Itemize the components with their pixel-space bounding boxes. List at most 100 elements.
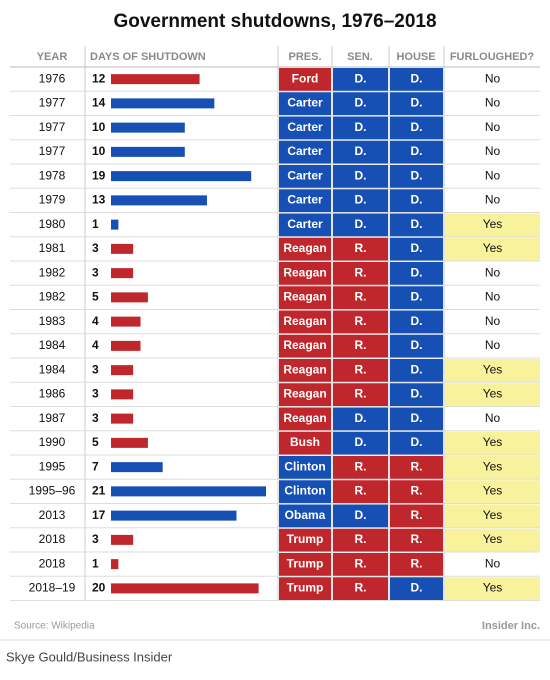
house-cell xyxy=(390,528,443,552)
pres-cell xyxy=(279,68,331,92)
year: 1984 xyxy=(39,338,66,352)
bar xyxy=(111,219,119,230)
furloughed: Yes xyxy=(483,459,503,473)
house: D. xyxy=(411,168,423,182)
year: 2013 xyxy=(39,508,66,522)
pres-cell xyxy=(279,456,331,480)
furloughed-cell xyxy=(445,189,540,213)
sen-cell xyxy=(333,140,388,164)
furloughed-cell xyxy=(445,310,540,334)
days: 1 xyxy=(92,556,99,570)
bar xyxy=(111,534,134,545)
sen: R. xyxy=(355,338,367,352)
house: D. xyxy=(411,581,423,595)
sen: D. xyxy=(355,96,367,110)
year: 2018–19 xyxy=(29,581,76,595)
title: Government shutdowns, 1976–2018 xyxy=(113,11,436,32)
pres-cell xyxy=(279,577,331,601)
sen: R. xyxy=(355,581,367,595)
furloughed-cell xyxy=(445,577,540,601)
days: 5 xyxy=(92,435,99,449)
brand: Insider Inc. xyxy=(482,620,540,632)
house: D. xyxy=(411,265,423,279)
furloughed-cell xyxy=(445,68,540,92)
sen-cell xyxy=(333,359,388,383)
pres-cell xyxy=(279,504,331,528)
furloughed: Yes xyxy=(483,581,503,595)
furloughed: Yes xyxy=(483,241,503,255)
sen-cell xyxy=(333,480,388,504)
house-cell xyxy=(390,577,443,601)
house: R. xyxy=(411,556,423,570)
house: D. xyxy=(411,71,423,85)
house: D. xyxy=(411,314,423,328)
column-header: DAYS OF SHUTDOWN xyxy=(90,51,206,63)
house: D. xyxy=(411,120,423,134)
pres-cell xyxy=(279,310,331,334)
furloughed-cell xyxy=(445,165,540,189)
pres-cell xyxy=(279,189,331,213)
pres-cell xyxy=(279,528,331,552)
furloughed-cell xyxy=(445,262,540,286)
pres-cell xyxy=(279,286,331,310)
pres: Reagan xyxy=(283,411,326,425)
pres: Reagan xyxy=(283,241,326,255)
year: 1978 xyxy=(39,168,66,182)
furloughed: No xyxy=(485,290,501,304)
year: 1981 xyxy=(39,241,66,255)
furloughed-cell xyxy=(445,504,540,528)
pres: Carter xyxy=(287,120,323,134)
days: 3 xyxy=(92,411,99,425)
bar xyxy=(111,486,266,497)
furloughed: Yes xyxy=(483,362,503,376)
bar xyxy=(111,559,119,570)
pres-cell xyxy=(279,407,331,431)
pres: Reagan xyxy=(283,290,326,304)
furloughed: Yes xyxy=(483,217,503,231)
furloughed: No xyxy=(485,144,501,158)
year: 2018 xyxy=(39,556,66,570)
days: 12 xyxy=(92,71,106,85)
furloughed-cell xyxy=(445,553,540,577)
house-cell xyxy=(390,407,443,431)
days: 3 xyxy=(92,387,99,401)
furloughed-cell xyxy=(445,116,540,140)
house: D. xyxy=(411,387,423,401)
sen-cell xyxy=(333,504,388,528)
house: R. xyxy=(411,532,423,546)
house-cell xyxy=(390,213,443,237)
furloughed-cell xyxy=(445,456,540,480)
house-cell xyxy=(390,140,443,164)
sen: D. xyxy=(355,411,367,425)
house-cell xyxy=(390,237,443,261)
pres: Reagan xyxy=(283,265,326,279)
column-header: SEN. xyxy=(347,51,373,63)
sen: D. xyxy=(355,435,367,449)
sen-cell xyxy=(333,431,388,455)
house: D. xyxy=(411,144,423,158)
house-cell xyxy=(390,92,443,116)
bar xyxy=(111,413,134,424)
furloughed-cell xyxy=(445,92,540,116)
sen-cell xyxy=(333,383,388,407)
pres: Carter xyxy=(287,193,323,207)
furloughed-cell xyxy=(445,334,540,358)
house-cell xyxy=(390,431,443,455)
house: D. xyxy=(411,411,423,425)
pres: Carter xyxy=(287,217,323,231)
house: R. xyxy=(411,484,423,498)
bar xyxy=(111,122,185,133)
furloughed: No xyxy=(485,193,501,207)
pres-cell xyxy=(279,553,331,577)
house-cell xyxy=(390,189,443,213)
house-cell xyxy=(390,334,443,358)
credit: Skye Gould/Business Insider xyxy=(6,649,173,664)
year: 1979 xyxy=(39,193,66,207)
furloughed: No xyxy=(485,71,501,85)
days: 21 xyxy=(92,484,106,498)
bar xyxy=(111,268,134,279)
pres-cell xyxy=(279,480,331,504)
year: 1977 xyxy=(39,96,66,110)
pres-cell xyxy=(279,237,331,261)
